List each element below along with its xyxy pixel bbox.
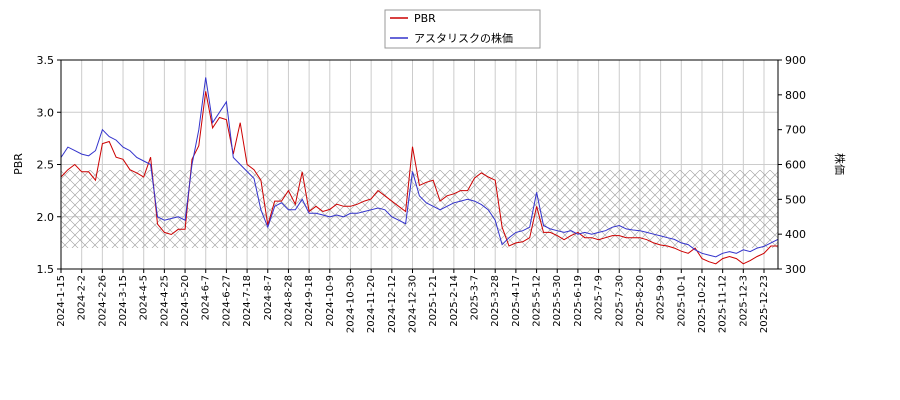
legend-box bbox=[384, 9, 541, 49]
x-tick-label: 2024-4-5 bbox=[139, 275, 150, 320]
x-tick-label: 2024-11-20 bbox=[366, 275, 377, 333]
x-tick-label: 2024-8-28 bbox=[283, 275, 294, 327]
x-tick-label: 2024-2-2 bbox=[77, 275, 88, 320]
y2-tick-label: 800 bbox=[785, 89, 806, 102]
y2-tick-label: 600 bbox=[785, 159, 806, 172]
x-tick-label: 2025-2-14 bbox=[449, 275, 460, 327]
x-tick-label: 2025-12-3 bbox=[738, 275, 749, 327]
y-tick-label: 3.0 bbox=[37, 106, 55, 119]
x-tick-label: 2025-5-30 bbox=[552, 275, 563, 327]
legend-label: PBR bbox=[414, 12, 436, 25]
legend-label: アスタリスクの株価 bbox=[414, 31, 513, 45]
x-tick-label: 2025-3-7 bbox=[470, 275, 481, 320]
x-tick-label: 2024-4-25 bbox=[159, 275, 170, 327]
y-axis-label: PBR bbox=[12, 153, 25, 175]
x-tick-label: 2024-9-18 bbox=[304, 275, 315, 327]
x-tick-label: 2025-11-12 bbox=[718, 275, 729, 333]
y2-tick-label: 500 bbox=[785, 193, 806, 206]
x-tick-label: 2025-1-21 bbox=[428, 275, 439, 327]
x-tick-label: 2024-12-30 bbox=[408, 275, 419, 333]
y-tick-label: 2.5 bbox=[37, 159, 55, 172]
legend: PBR アスタリスクの株価 bbox=[384, 9, 541, 49]
y2-axis-label: 株価 bbox=[833, 153, 847, 175]
y-tick-label: 2.0 bbox=[37, 211, 55, 224]
x-tick-label: 2025-10-1 bbox=[676, 275, 687, 327]
x-tick-label: 2025-8-20 bbox=[635, 275, 646, 327]
x-tick-label: 2025-6-19 bbox=[573, 275, 584, 327]
x-tick-label: 2025-3-28 bbox=[490, 275, 501, 327]
x-tick-label: 2024-2-26 bbox=[97, 275, 108, 327]
x-tick-label: 2025-4-17 bbox=[511, 275, 522, 327]
series-line bbox=[60, 91, 778, 265]
x-tick-label: 2024-1-15 bbox=[56, 275, 67, 327]
x-tick-label: 2025-10-22 bbox=[697, 275, 708, 333]
y2-tick-label: 700 bbox=[785, 124, 806, 137]
y-tick-label: 3.5 bbox=[37, 54, 55, 67]
hatch-band bbox=[61, 170, 778, 248]
x-tick-label: 2025-9-9 bbox=[656, 275, 667, 320]
x-tick-label: 2024-8-7 bbox=[263, 275, 274, 320]
x-tick-label: 2025-7-30 bbox=[614, 275, 625, 327]
x-tick-label: 2024-3-15 bbox=[118, 275, 129, 327]
x-tick-label: 2024-10-9 bbox=[325, 275, 336, 327]
lines bbox=[60, 77, 779, 265]
y2-tick-label: 900 bbox=[785, 54, 806, 67]
y2-tick-label: 300 bbox=[785, 263, 806, 276]
x-tick-label: 2025-7-9 bbox=[594, 275, 605, 320]
x-tick-label: 2024-10-30 bbox=[345, 275, 356, 333]
y2-tick-label: 400 bbox=[785, 228, 806, 241]
x-tick-label: 2024-6-7 bbox=[201, 275, 212, 320]
x-tick-label: 2024-7-18 bbox=[242, 275, 253, 327]
series-line bbox=[60, 77, 779, 258]
x-tick-label: 2024-12-12 bbox=[387, 275, 398, 333]
x-tick-label: 2024-5-20 bbox=[180, 275, 191, 327]
x-tick-label: 2024-6-27 bbox=[221, 275, 232, 327]
x-tick-label: 2025-12-23 bbox=[759, 275, 770, 333]
y-tick-label: 1.5 bbox=[37, 263, 55, 276]
x-tick-label: 2025-5-12 bbox=[532, 275, 543, 327]
